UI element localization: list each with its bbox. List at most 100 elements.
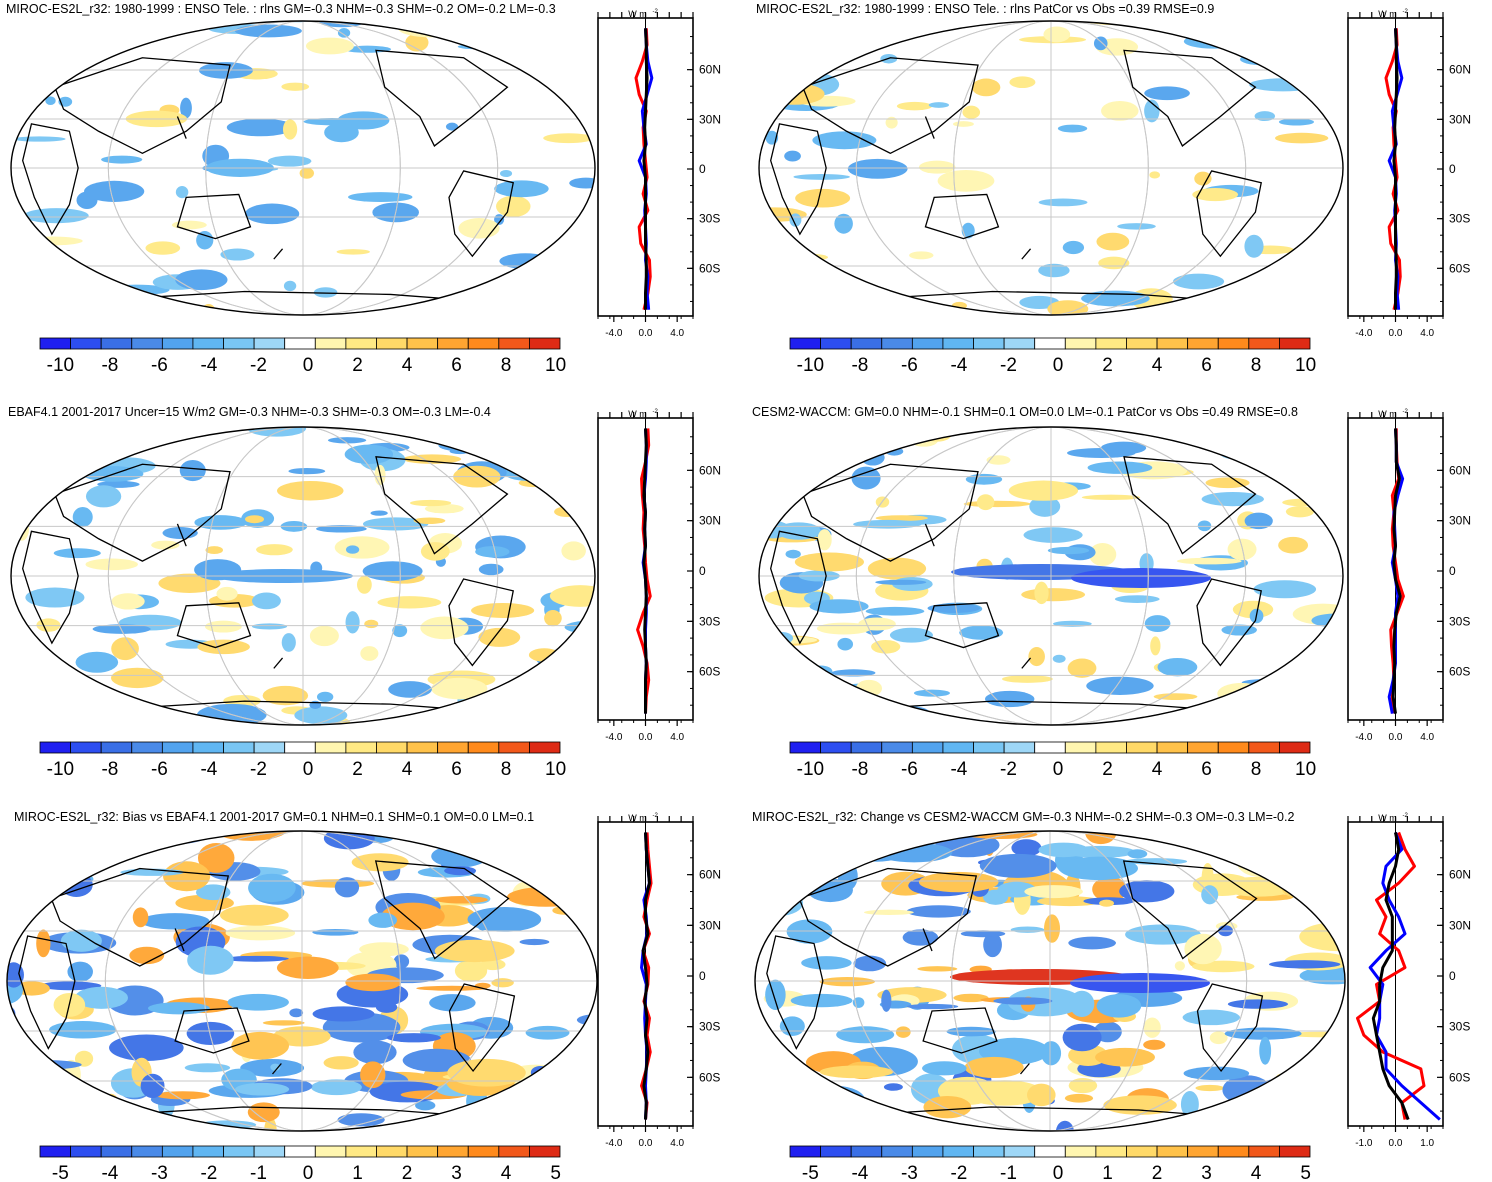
panel-1-map: [10, 20, 596, 316]
map-1-border: [10, 20, 596, 316]
colorbar-2-swatch-2: [820, 337, 852, 350]
map-3-anomaly-field: [11, 427, 595, 725]
panel-6-title: MIROC-ES2L_r32: Change vs CESM2-WACCM GM…: [752, 810, 1295, 824]
profile-3-unit: W m: [628, 409, 647, 419]
colorbar-2-label-5: -2: [1000, 355, 1017, 376]
profile-4-ytick-2: 30N: [1449, 514, 1471, 528]
colorbar-1-swatch-4: [131, 337, 163, 350]
panel-2-colorbar: -10 -8 -6 -4 -2 0 2 4 6 8 10: [789, 337, 1316, 376]
colorbar-1-swatch-7: [223, 337, 255, 350]
colorbar-4-swatch-4: [881, 741, 913, 754]
colorbar-4-swatch-5: [911, 741, 944, 754]
profile-2-xtick-2: 0.0: [1389, 328, 1403, 339]
colorbar-3-label-5: -2: [250, 759, 267, 780]
colorbar-5-swatch-3: [100, 1145, 133, 1158]
colorbar-2-label-4: -4: [950, 355, 967, 376]
colorbar-2-swatch-3: [850, 337, 883, 350]
profile-1-xtick-2: 0.0: [639, 328, 653, 339]
colorbar-5-swatch-14: [437, 1145, 469, 1158]
colorbar-2-swatch-1: [789, 337, 821, 350]
profile-2-ytick-4: 30S: [1449, 212, 1470, 226]
colorbar-5-label-6: 0: [303, 1163, 314, 1182]
profile-4-xtick-2: 0.0: [1389, 732, 1403, 743]
colorbar-1-swatch-5: [161, 337, 194, 350]
profile-5-ytick-5: 60S: [699, 1070, 720, 1084]
profile-5-xtick-1: -4.0: [605, 1138, 623, 1149]
colorbar-2-label-2: -8: [851, 355, 868, 376]
profile-2-ytick-1: 60N: [1449, 63, 1471, 77]
colorbar-1-label-9: 6: [451, 355, 462, 376]
map-6-border: [754, 830, 1346, 1132]
colorbar-3-swatch-4: [131, 741, 163, 754]
colorbar-4-label-8: 4: [1152, 759, 1163, 780]
profile-6-ytick-3: 0: [1449, 969, 1456, 983]
colorbar-4-swatch-10: [1064, 741, 1097, 754]
colorbar-3-swatch-1: [39, 741, 71, 754]
colorbar-5-label-7: 1: [352, 1163, 363, 1182]
colorbar-1-label-6: 0: [303, 355, 314, 376]
colorbar-2-swatch-7: [973, 337, 1005, 350]
profile-6-xtick-3: 1.0: [1420, 1138, 1434, 1149]
colorbar-6-swatch-3: [850, 1145, 883, 1158]
colorbar-2-swatch-17: [1279, 337, 1311, 350]
profile-3-unit-sup: -2: [653, 409, 659, 415]
profile-3-series-black: [642, 428, 648, 714]
colorbar-6-label-1: -5: [802, 1163, 819, 1182]
colorbar-1-swatch-17: [529, 337, 561, 350]
colorbar-1-swatch-10: [314, 337, 347, 350]
colorbar-4-label-7: 2: [1102, 759, 1113, 780]
panel-1-title: MIROC-ES2L_r32: 1980-1999 : ENSO Tele. :…: [6, 2, 556, 16]
colorbar-2-label-10: 8: [1251, 355, 1262, 376]
colorbar-1-label-11: 10: [545, 355, 566, 376]
profile-5-ytick-3: 0: [699, 969, 706, 983]
colorbar-1-swatch-6: [192, 337, 224, 350]
colorbar-3-swatch-16: [498, 741, 530, 754]
colorbar-5-label-10: 4: [501, 1163, 512, 1182]
profile-2-ytick-5: 60S: [1449, 261, 1470, 275]
colorbar-5-swatch-16: [498, 1145, 530, 1158]
profile-2-unit-sup: -2: [1403, 9, 1409, 15]
colorbar-1-label-2: -8: [101, 355, 118, 376]
panel-5-title: MIROC-ES2L_r32: Bias vs EBAF4.1 2001-201…: [14, 810, 535, 824]
colorbar-1-label-3: -6: [151, 355, 168, 376]
colorbar-5-swatch-17: [529, 1145, 561, 1158]
colorbar-1-swatch-8: [253, 337, 286, 350]
profile-3-ytick-3: 0: [699, 564, 706, 578]
colorbar-5-label-3: -3: [151, 1163, 168, 1182]
colorbar-5-label-9: 3: [451, 1163, 462, 1182]
colorbar-4-swatch-11: [1095, 741, 1127, 754]
panel-3-profile: W m -2 60N 30N 0 30S 60S -4.0 0.0 4.0: [597, 409, 721, 743]
colorbar-6-swatch-12: [1126, 1145, 1158, 1158]
colorbar-5-label-4: -2: [200, 1163, 217, 1182]
colorbar-3-label-7: 2: [352, 759, 363, 780]
panel-5-profile: W m -2 60N 30N 0 30S 60S -4.0 0.0 4.0: [597, 813, 721, 1149]
colorbar-6-swatch-16: [1248, 1145, 1280, 1158]
colorbar-4-swatch-17: [1279, 741, 1311, 754]
profile-1-ytick-2: 30N: [699, 112, 721, 126]
colorbar-4-swatch-7: [973, 741, 1005, 754]
colorbar-3-swatch-9: [284, 741, 316, 754]
profile-4-unit-sup: -2: [1403, 409, 1409, 415]
profile-6-xtick-1: -1.0: [1355, 1138, 1373, 1149]
colorbar-4-swatch-2: [820, 741, 852, 754]
profile-1-series-red: [634, 28, 652, 311]
profile-3-xtick-2: 0.0: [639, 732, 653, 743]
profile-4-ytick-5: 60S: [1449, 665, 1470, 679]
colorbar-2-swatch-14: [1187, 337, 1219, 350]
profile-2-ytick-3: 0: [1449, 162, 1456, 176]
profile-2-xtick-1: -4.0: [1355, 328, 1373, 339]
colorbar-3-swatch-17: [529, 741, 561, 754]
colorbar-2-label-11: 10: [1295, 355, 1316, 376]
colorbar-2-label-6: 0: [1053, 355, 1064, 376]
colorbar-3-label-6: 0: [303, 759, 314, 780]
colorbar-1-label-7: 2: [352, 355, 363, 376]
panel-5-colorbar: -5 -4 -3 -2 -1 0 1 2 3 4 5: [39, 1145, 561, 1182]
profile-6-ytick-2: 30N: [1449, 918, 1471, 932]
colorbar-1-swatch-9: [284, 337, 316, 350]
colorbar-3-label-1: -10: [47, 759, 74, 780]
profile-6-xtick-2: 0.0: [1389, 1138, 1403, 1149]
profile-5-ytick-4: 30S: [699, 1020, 720, 1034]
panel-2-map: [758, 20, 1344, 316]
colorbar-6-swatch-10: [1064, 1145, 1097, 1158]
colorbar-2-swatch-13: [1156, 337, 1189, 350]
